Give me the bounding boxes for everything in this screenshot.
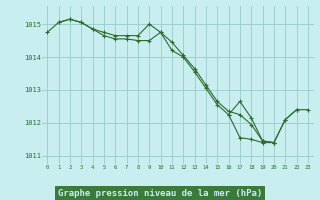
Text: Graphe pression niveau de la mer (hPa): Graphe pression niveau de la mer (hPa) xyxy=(58,189,262,198)
